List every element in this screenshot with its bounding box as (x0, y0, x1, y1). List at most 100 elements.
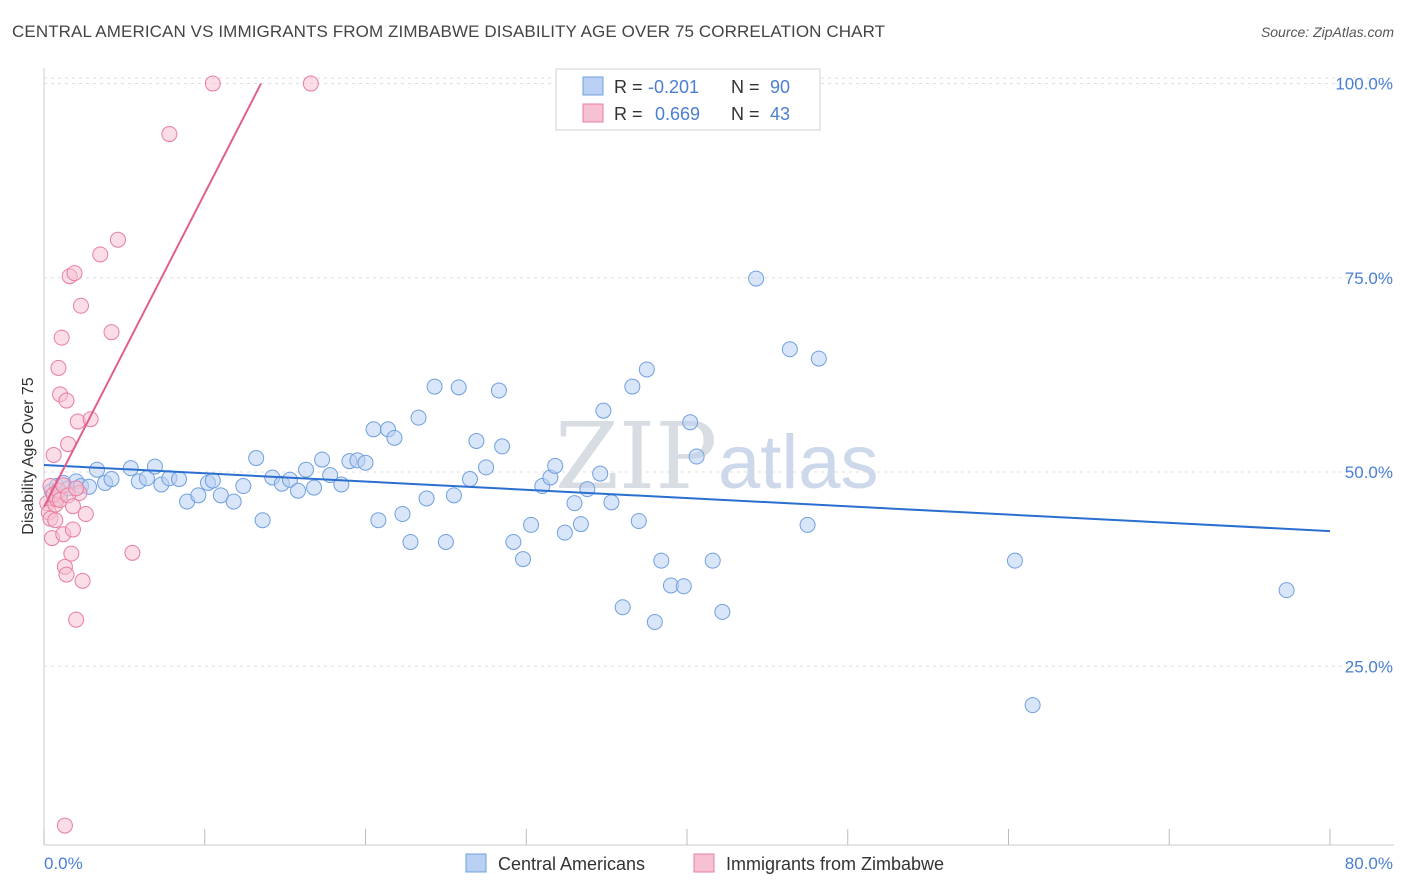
y-tick-label-25: 25.0% (1345, 657, 1393, 676)
trend-line-central-americans (43, 464, 1331, 533)
central-american-point-48 (437, 533, 454, 550)
central-american-point-47 (426, 378, 443, 395)
y-tick-labels: 25.0% 50.0% 75.0% 100.0% (1335, 75, 1393, 677)
zimbabwe-point-21 (72, 297, 89, 314)
central-american-point-71 (630, 512, 647, 529)
central-american-point-19 (190, 487, 207, 504)
central-american-point-77 (682, 414, 699, 431)
central-american-point-54 (490, 382, 507, 399)
legend-n-label-2: N = (731, 104, 760, 124)
central-american-point-66 (592, 465, 609, 482)
bottom-legend-central-americans: Central Americans (498, 854, 645, 874)
central-american-point-74 (653, 552, 670, 569)
central-american-point-81 (748, 270, 765, 287)
watermark-atlas: atlas (718, 420, 879, 505)
central-american-point-62 (556, 524, 573, 541)
zimbabwe-point-41 (64, 498, 81, 515)
central-american-point-80 (714, 603, 731, 620)
central-american-point-56 (505, 533, 522, 550)
x-tick-label-min: 0.0% (44, 854, 83, 873)
chart-title: CENTRAL AMERICAN VS IMMIGRANTS FROM ZIMB… (12, 22, 886, 41)
central-american-point-49 (445, 487, 462, 504)
bottom-legend-swatch-pink (693, 853, 715, 873)
zimbabwe-point-4 (45, 446, 62, 463)
central-american-point-33 (314, 451, 331, 468)
central-american-point-70 (624, 378, 641, 395)
legend-n-label-1: N = (731, 77, 760, 97)
central-american-point-25 (248, 450, 265, 467)
central-american-point-22 (212, 487, 229, 504)
central-american-point-30 (289, 482, 306, 499)
zimbabwe-point-12 (58, 566, 75, 583)
central-american-point-52 (468, 432, 485, 449)
y-tick-label-100: 100.0% (1335, 75, 1393, 94)
central-american-point-78 (688, 448, 705, 465)
central-american-point-55 (494, 438, 511, 455)
legend-swatch-pink (582, 103, 604, 123)
zimbabwe-point-16 (64, 521, 81, 538)
zimbabwe-point-27 (109, 231, 126, 248)
central-american-point-40 (370, 512, 387, 529)
zimbabwe-point-32 (56, 817, 73, 834)
source-label: Source: ZipAtlas.com (1260, 24, 1394, 40)
series-zimbabwe (39, 75, 319, 834)
y-axis-label: Disability Age Over 75 (20, 377, 37, 535)
y-tick-label-50: 50.0% (1345, 463, 1393, 482)
central-american-point-11 (122, 460, 139, 477)
zimbabwe-point-28 (124, 544, 141, 561)
central-american-point-86 (1024, 697, 1041, 714)
zimbabwe-point-42 (68, 480, 85, 497)
gridlines (44, 77, 1394, 667)
zimbabwe-point-31 (302, 75, 319, 92)
central-american-point-10 (103, 471, 120, 488)
central-american-point-45 (410, 409, 427, 426)
zimbabwe-point-23 (77, 505, 94, 522)
central-american-point-65 (579, 481, 596, 498)
zimbabwe-point-9 (53, 329, 70, 346)
zimbabwe-point-15 (63, 545, 80, 562)
zimbabwe-point-30 (204, 75, 221, 92)
y-tick-label-75: 75.0% (1345, 269, 1393, 288)
central-american-point-68 (603, 494, 620, 511)
legend-r-label-1: R = (614, 77, 643, 97)
bottom-legend: Central Americans Immigrants from Zimbab… (465, 853, 944, 874)
central-american-point-23 (225, 493, 242, 510)
central-american-point-87 (1278, 582, 1295, 599)
legend-n-value-2: 43 (770, 104, 790, 124)
central-american-point-82 (781, 341, 798, 358)
central-american-point-42 (386, 429, 403, 446)
x-ticks (43, 829, 1331, 845)
legend-r-label-2: R = (614, 104, 643, 124)
central-american-point-57 (515, 551, 532, 568)
zimbabwe-point-25 (92, 246, 109, 263)
central-american-point-63 (566, 495, 583, 512)
central-american-point-64 (572, 516, 589, 533)
central-american-point-24 (235, 478, 252, 495)
stats-legend: R = -0.201 N = 90 R = 0.669 N = 43 (555, 68, 821, 131)
central-american-point-26 (254, 512, 271, 529)
central-american-point-73 (646, 614, 663, 631)
central-american-point-76 (675, 578, 692, 595)
legend-r-value-2: 0.669 (655, 104, 700, 124)
central-american-point-53 (478, 459, 495, 476)
central-american-point-46 (418, 490, 435, 507)
central-american-point-72 (638, 361, 655, 378)
central-american-point-69 (614, 599, 631, 616)
trend-line-zimbabwe (43, 83, 262, 508)
central-american-point-17 (171, 471, 188, 488)
central-american-point-38 (357, 454, 374, 471)
central-american-point-43 (394, 505, 411, 522)
bottom-legend-swatch-blue (465, 853, 487, 873)
central-american-point-44 (402, 533, 419, 550)
legend-n-value-1: 90 (770, 77, 790, 97)
zimbabwe-point-7 (50, 359, 67, 376)
central-american-point-83 (799, 516, 816, 533)
central-american-point-84 (810, 350, 827, 367)
bottom-legend-zimbabwe: Immigrants from Zimbabwe (726, 854, 944, 874)
central-american-point-21 (204, 472, 221, 489)
zimbabwe-point-39 (47, 512, 64, 529)
legend-r-value-1: -0.201 (648, 77, 699, 97)
central-american-point-32 (306, 479, 323, 496)
central-american-point-67 (595, 402, 612, 419)
zimbabwe-point-29 (161, 126, 178, 143)
